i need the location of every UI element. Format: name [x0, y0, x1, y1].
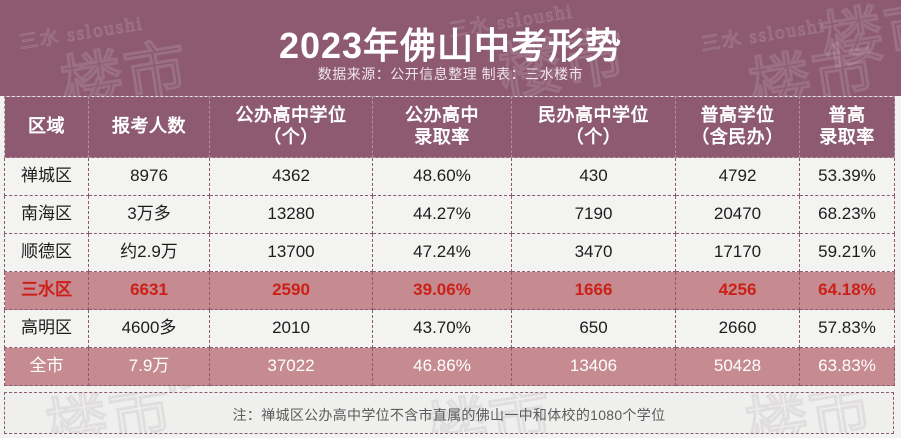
cell-total-rate: 57.83% — [799, 309, 895, 348]
table-body: 禅城区 8976 4362 48.60% 430 4792 53.39% 南海区… — [4, 157, 895, 386]
column-header-applicants: 报考人数 — [88, 96, 210, 158]
cell-total-rate: 53.39% — [799, 157, 895, 196]
cell-applicants: 6631 — [88, 271, 210, 310]
cell-public-seats: 2590 — [209, 271, 373, 310]
cell-applicants: 3万多 — [88, 195, 210, 234]
cell-total-seats: 20470 — [675, 195, 800, 234]
cell-total-rate: 59.21% — [799, 233, 895, 272]
footnote-container: 楼市 楼市 楼市 注：禅城区公办高中学位不含市直属的佛山一中和体校的1080个学… — [4, 392, 894, 434]
data-table-container: 三水 ssloushi 楼市 三水 ssloushi 楼市 三水 ssloush… — [4, 96, 895, 393]
cell-private-seats: 430 — [511, 157, 676, 196]
cell-total-seats: 4256 — [675, 271, 800, 310]
cell-total-seats: 2660 — [675, 309, 800, 348]
cell-total-rate: 64.18% — [799, 271, 895, 310]
table-row: 禅城区 8976 4362 48.60% 430 4792 53.39% — [4, 157, 895, 196]
cell-total-seats: 17170 — [675, 233, 800, 272]
cell-private-seats: 1666 — [511, 271, 676, 310]
cell-public-rate: 39.06% — [372, 271, 512, 310]
cell-region: 三水区 — [4, 271, 89, 310]
cell-total-seats: 4792 — [675, 157, 800, 196]
table-row-total: 全市 7.9万 37022 46.86% 13406 50428 63.83% — [4, 347, 895, 386]
table-row: 顺德区 约2.9万 13700 47.24% 3470 17170 59.21% — [4, 233, 895, 272]
page-subtitle: 数据来源：公开信息整理 制表：三水楼市 — [317, 66, 584, 82]
cell-region: 禅城区 — [4, 157, 89, 196]
cell-region: 高明区 — [4, 309, 89, 348]
column-header-public-rate: 公办高中 录取率 — [372, 96, 512, 158]
cell-private-seats: 650 — [511, 309, 676, 348]
cell-region: 南海区 — [4, 195, 89, 234]
cell-region: 顺德区 — [4, 233, 89, 272]
column-header-line1: 区域 — [28, 116, 65, 137]
cell-public-seats: 13700 — [209, 233, 373, 272]
column-header-line2: 录取率 — [819, 127, 875, 147]
column-header-line1: 普高学位 — [700, 105, 775, 126]
cell-public-seats: 37022 — [209, 347, 373, 386]
column-header-line1: 民办高中学位 — [538, 105, 649, 126]
cell-applicants: 7.9万 — [88, 347, 210, 386]
table-header-row: 区域 报考人数 公办高中学位 （个） 公办高中 录取率 民办高中学位 — [4, 96, 895, 158]
cell-private-seats: 7190 — [511, 195, 676, 234]
column-header-line2: （含民办） — [691, 127, 784, 147]
cell-applicants: 8976 — [88, 157, 210, 196]
cell-applicants: 4600多 — [88, 309, 210, 348]
column-header-line1: 普高 — [828, 105, 866, 126]
cell-public-rate: 44.27% — [372, 195, 512, 234]
column-header-total-rate: 普高 录取率 — [799, 96, 895, 158]
cell-region: 全市 — [4, 347, 89, 386]
cell-public-rate: 47.24% — [372, 233, 512, 272]
cell-total-seats: 50428 — [675, 347, 800, 386]
table-row-highlighted: 三水区 6631 2590 39.06% 1666 4256 64.18% — [4, 271, 895, 310]
table-row: 南海区 3万多 13280 44.27% 7190 20470 68.23% — [4, 195, 895, 234]
column-header-private-seats: 民办高中学位 （个） — [511, 96, 676, 158]
cell-public-seats: 2010 — [209, 309, 373, 348]
cell-total-rate: 63.83% — [799, 347, 895, 386]
cell-public-rate: 43.70% — [372, 309, 512, 348]
column-header-line2: （个） — [565, 127, 622, 147]
exam-statistics-table: 区域 报考人数 公办高中学位 （个） 公办高中 录取率 民办高中学位 — [4, 96, 895, 386]
footnote-text: 注：禅城区公办高中学位不含市直属的佛山一中和体校的1080个学位 — [232, 407, 666, 423]
page-title: 2023年佛山中考形势 — [278, 25, 623, 66]
column-header-line2: 录取率 — [414, 127, 470, 147]
cell-private-seats: 3470 — [511, 233, 676, 272]
cell-public-seats: 13280 — [209, 195, 373, 234]
cell-private-seats: 13406 — [511, 347, 676, 386]
cell-total-rate: 68.23% — [799, 195, 895, 234]
column-header-line1: 公办高中 — [405, 105, 479, 126]
column-header-line1: 报考人数 — [112, 116, 186, 137]
column-header-public-seats: 公办高中学位 （个） — [209, 96, 373, 158]
table-row: 高明区 4600多 2010 43.70% 650 2660 57.83% — [4, 309, 895, 348]
cell-public-rate: 48.60% — [372, 157, 512, 196]
table-header: 区域 报考人数 公办高中学位 （个） 公办高中 录取率 民办高中学位 — [4, 96, 895, 158]
header-banner: 三水 ssloushi 楼市 三水 ssloushi 楼市 三水 ssloush… — [0, 0, 901, 96]
column-header-total-seats: 普高学位 （含民办） — [675, 96, 800, 158]
column-header-region: 区域 — [4, 96, 89, 158]
cell-public-seats: 4362 — [209, 157, 373, 196]
cell-applicants: 约2.9万 — [88, 233, 210, 272]
cell-public-rate: 46.86% — [372, 347, 512, 386]
column-header-line1: 公办高中学位 — [235, 105, 347, 126]
column-header-line2: （个） — [263, 127, 319, 147]
